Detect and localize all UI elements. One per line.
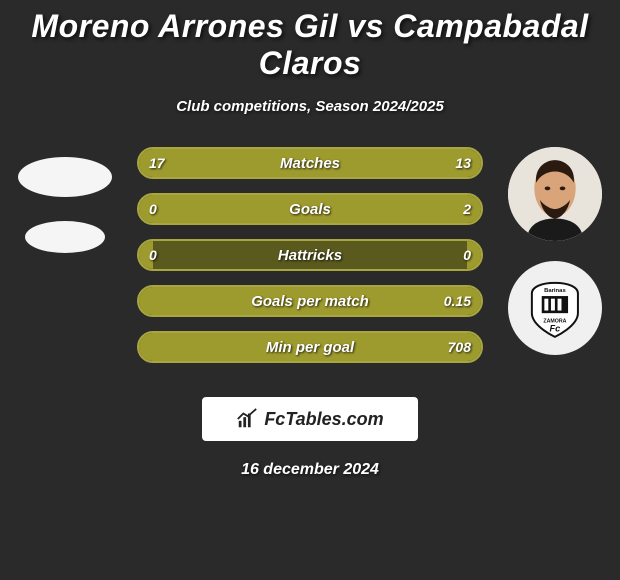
stat-bars: 17Matches130Goals20Hattricks0Goals per m…: [137, 147, 483, 377]
stat-row: 0Hattricks0: [137, 239, 483, 271]
stat-label: Goals per match: [139, 293, 481, 310]
stat-row: Goals per match0.15: [137, 285, 483, 317]
comparison-title: Moreno Arrones Gil vs Campabadal Claros: [0, 0, 620, 82]
left-player-column: [0, 147, 130, 253]
stat-row: 17Matches13: [137, 147, 483, 179]
svg-text:Barinas: Barinas: [544, 288, 566, 294]
stat-label: Min per goal: [139, 339, 481, 356]
stat-label: Goals: [139, 201, 481, 218]
left-club-logo: [25, 221, 105, 253]
stat-row: Min per goal708: [137, 331, 483, 363]
stat-value-right: 13: [455, 155, 471, 171]
stat-label: Matches: [139, 155, 481, 172]
right-player-avatar: [508, 147, 602, 241]
svg-text:Fc: Fc: [550, 324, 561, 334]
club-shield-icon: Barinas ZAMORA Fc: [522, 275, 588, 341]
comparison-subtitle: Club competitions, Season 2024/2025: [0, 98, 620, 115]
stat-label: Hattricks: [139, 247, 481, 264]
brand-badge: FcTables.com: [202, 397, 418, 441]
stat-value-right: 2: [463, 201, 471, 217]
snapshot-date: 16 december 2024: [0, 461, 620, 479]
stat-value-right: 0.15: [444, 293, 471, 309]
player-face-icon: [508, 147, 602, 241]
right-club-logo: Barinas ZAMORA Fc: [508, 261, 602, 355]
stat-row: 0Goals2: [137, 193, 483, 225]
right-player-column: Barinas ZAMORA Fc: [490, 147, 620, 375]
stat-value-right: 708: [448, 339, 471, 355]
brand-text: FcTables.com: [264, 409, 383, 430]
left-player-avatar: [18, 157, 112, 197]
comparison-content: Barinas ZAMORA Fc 17Matches130Goals20Hat…: [0, 147, 620, 377]
chart-icon: [236, 408, 258, 430]
stat-value-right: 0: [463, 247, 471, 263]
